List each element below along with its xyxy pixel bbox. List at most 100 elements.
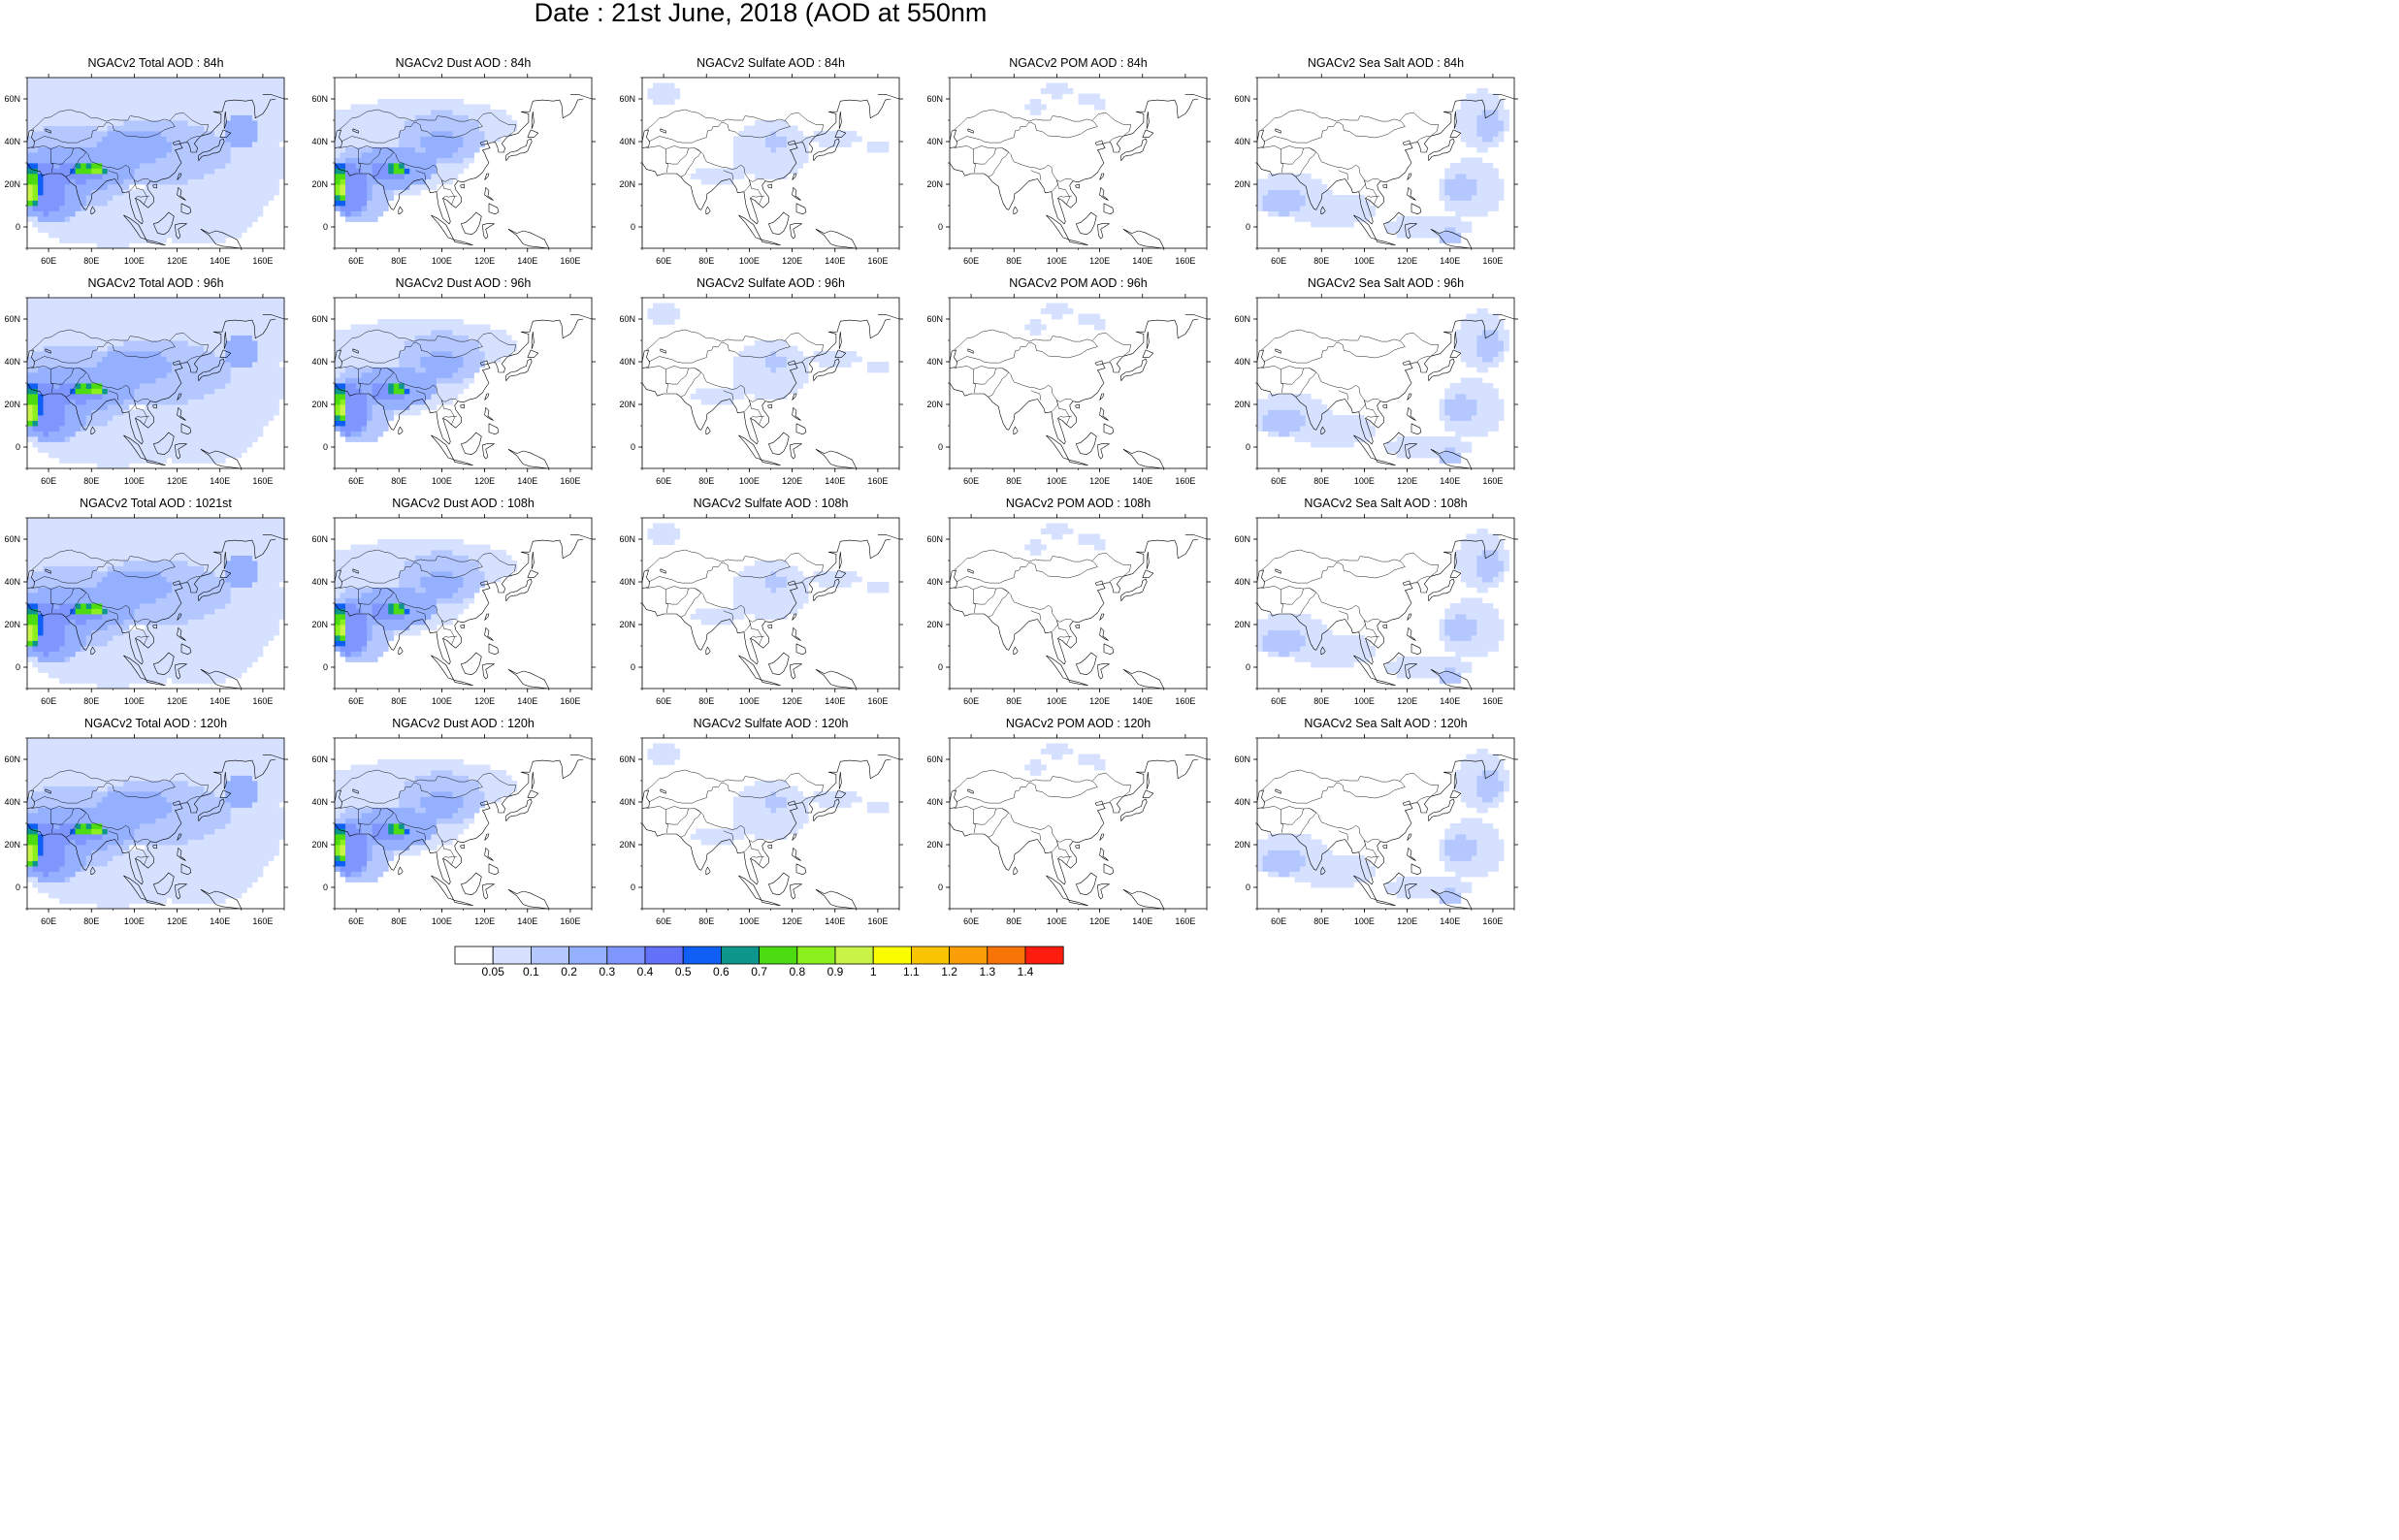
aod-cell (1476, 157, 1483, 164)
panel-title: NGACv2 Dust AOD : 96h (395, 276, 532, 290)
aod-cell (225, 104, 232, 111)
aod-cell (145, 110, 151, 115)
aod-cell (340, 431, 346, 437)
aod-cell (262, 330, 269, 336)
coastline (180, 423, 192, 435)
aod-cell (155, 362, 162, 368)
aod-cell (446, 152, 453, 158)
aod-cell (85, 362, 92, 368)
aod-cell (70, 195, 77, 201)
aod-cell (53, 324, 60, 331)
coastline (146, 239, 166, 245)
aod-cell (1487, 142, 1494, 147)
aod-cell (75, 335, 81, 341)
aod-cell (1061, 82, 1068, 89)
aod-cell (182, 178, 189, 185)
aod-cell (257, 93, 264, 100)
aod-cell (49, 447, 54, 453)
aod-cell (85, 319, 92, 325)
aod-cell (1321, 200, 1328, 207)
aod-cell (452, 356, 459, 363)
aod-cell (32, 404, 39, 410)
aod-cell (91, 431, 98, 437)
aod-cell (776, 136, 782, 143)
aod-cell (193, 189, 200, 196)
aod-cell (1268, 200, 1274, 207)
aod-cell (139, 298, 146, 304)
aod-cell (27, 319, 33, 325)
aod-cell (161, 125, 167, 132)
aod-cell (372, 104, 378, 111)
aod-cell (409, 351, 416, 357)
aod-cell (278, 319, 285, 325)
aod-cell (91, 388, 98, 395)
aod-cell (64, 142, 71, 147)
aod-cell (797, 146, 804, 153)
aod-cell (214, 99, 221, 105)
aod-cell (356, 163, 362, 169)
aod-cell (123, 298, 130, 304)
aod-cell (117, 404, 124, 410)
aod-cell (113, 340, 119, 346)
aod-cell (81, 131, 87, 137)
aod-cell (1471, 184, 1477, 190)
aod-cell (161, 210, 167, 217)
aod-cell (367, 409, 373, 416)
aod-cell (473, 125, 480, 132)
aod-cell (700, 168, 707, 175)
aod-cell (262, 146, 269, 153)
aod-cell (49, 146, 54, 153)
aod-cell (361, 436, 368, 442)
aod-cell (268, 345, 275, 352)
aod-cell (70, 232, 77, 239)
aod-cell (340, 420, 346, 427)
aod-cell (361, 146, 368, 153)
aod-cell (1315, 221, 1322, 228)
aod-cell (155, 82, 162, 89)
aod-cell (182, 163, 189, 169)
aod-cell (70, 174, 77, 179)
aod-cell (149, 330, 156, 336)
aod-cell (53, 404, 60, 410)
aod-cell (345, 189, 351, 196)
aod-cell (1471, 157, 1477, 164)
aod-cell (278, 136, 285, 143)
aod-cell (404, 120, 410, 126)
aod-cell (257, 324, 264, 331)
aod-cell (797, 136, 804, 143)
aod-cell (372, 356, 378, 363)
aod-cell (268, 330, 275, 336)
x-tick-label: 160E (1482, 256, 1503, 266)
aod-cell (372, 200, 378, 207)
aod-cell (1311, 210, 1317, 217)
aod-cell (273, 120, 279, 126)
aod-cell (85, 388, 92, 395)
aod-cell (113, 404, 119, 410)
aod-cell (441, 383, 448, 389)
aod-cell (241, 210, 247, 217)
aod-cell (251, 303, 258, 309)
aod-cell (113, 330, 119, 336)
aod-cell (409, 125, 416, 132)
aod-cell (246, 88, 253, 94)
country-border (358, 145, 459, 182)
aod-cell (345, 367, 351, 373)
aod-cell (425, 110, 432, 115)
aod-cell (361, 120, 368, 126)
aod-cell (81, 441, 87, 448)
aod-cell (117, 298, 124, 304)
aod-cell (85, 340, 92, 346)
aod-cell (225, 377, 232, 384)
aod-cell (409, 146, 416, 153)
aod-cell (75, 206, 81, 211)
country-border (1030, 170, 1042, 180)
coastline (641, 129, 650, 148)
aod-cell (134, 82, 141, 89)
aod-cell (113, 152, 119, 158)
aod-cell (236, 99, 243, 105)
aod-cell (27, 120, 33, 126)
aod-cell (246, 399, 253, 405)
aod-cell (27, 200, 33, 207)
aod-cell (1353, 206, 1360, 211)
aod-cell (117, 420, 124, 427)
